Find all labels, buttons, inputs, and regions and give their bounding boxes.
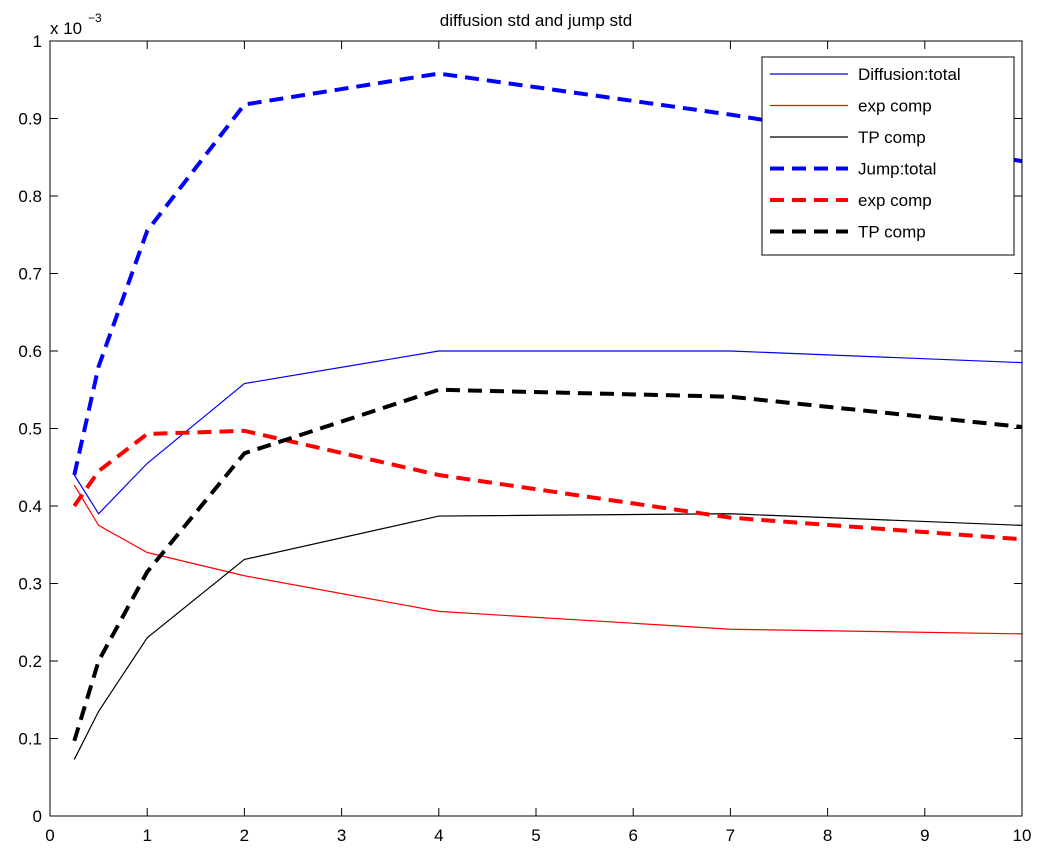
x-tick-label: 6 — [628, 826, 637, 845]
series-line-3-tp-comp — [73, 513, 1022, 760]
x-tick-label: 3 — [337, 826, 346, 845]
legend-box — [761, 56, 1015, 256]
legend-label-4: Jump:total — [858, 160, 936, 179]
y-tick-label: 0.9 — [18, 110, 42, 129]
x-tick-label: 1 — [142, 826, 151, 845]
y-tick-label: 1 — [33, 32, 42, 51]
series-line-6-tp-comp — [72, 387, 1022, 742]
x-tick-label: 4 — [434, 826, 443, 845]
legend-label-2: exp comp — [858, 97, 932, 116]
x-tick-label: 9 — [920, 826, 929, 845]
legend-label-6: TP comp — [858, 223, 926, 242]
y-exponent-base: x 10 — [50, 19, 82, 38]
x-tick-label: 7 — [726, 826, 735, 845]
series-line-1-diffusion-total — [73, 350, 1022, 515]
y-tick-label: 0.4 — [18, 497, 42, 516]
x-tick-label: 2 — [240, 826, 249, 845]
x-tick-label: 5 — [531, 826, 540, 845]
y-tick-label: 0.8 — [18, 187, 42, 206]
y-axis-exponent: x 10 −3 — [50, 11, 102, 38]
series-layer — [72, 71, 1022, 760]
y-tick-label: 0.6 — [18, 342, 42, 361]
y-tick-label: 0.7 — [18, 265, 42, 284]
y-tick-label: 0 — [33, 807, 42, 826]
y-tick-label: 0.1 — [18, 730, 42, 749]
x-tick-label: 10 — [1013, 826, 1032, 845]
y-tick-label: 0.5 — [18, 420, 42, 439]
legend-label-1: Diffusion:total — [858, 65, 961, 84]
y-exponent-power: −3 — [88, 11, 102, 25]
legend-label-5: exp comp — [858, 191, 932, 210]
series-line-4-jump-total — [72, 71, 1022, 476]
x-tick-label: 0 — [45, 826, 54, 845]
x-tick-label: 8 — [823, 826, 832, 845]
series-line-2-exp-comp — [73, 484, 1022, 635]
legend: Diffusion:total exp comp TP comp Jump:total… — [761, 56, 1015, 256]
y-axis: 0 0.1 0.2 0.3 0.4 0.5 0.6 0.7 0.8 0.9 1 — [18, 32, 1022, 826]
y-tick-label: 0.3 — [18, 575, 42, 594]
legend-label-3: TP comp — [858, 128, 926, 147]
series-line-5-exp-comp — [72, 428, 1022, 542]
y-tick-label: 0.2 — [18, 652, 42, 671]
x-axis: 0 1 2 3 4 5 6 7 8 9 10 — [45, 41, 1031, 845]
chart-title: diffusion std and jump std — [440, 11, 632, 30]
